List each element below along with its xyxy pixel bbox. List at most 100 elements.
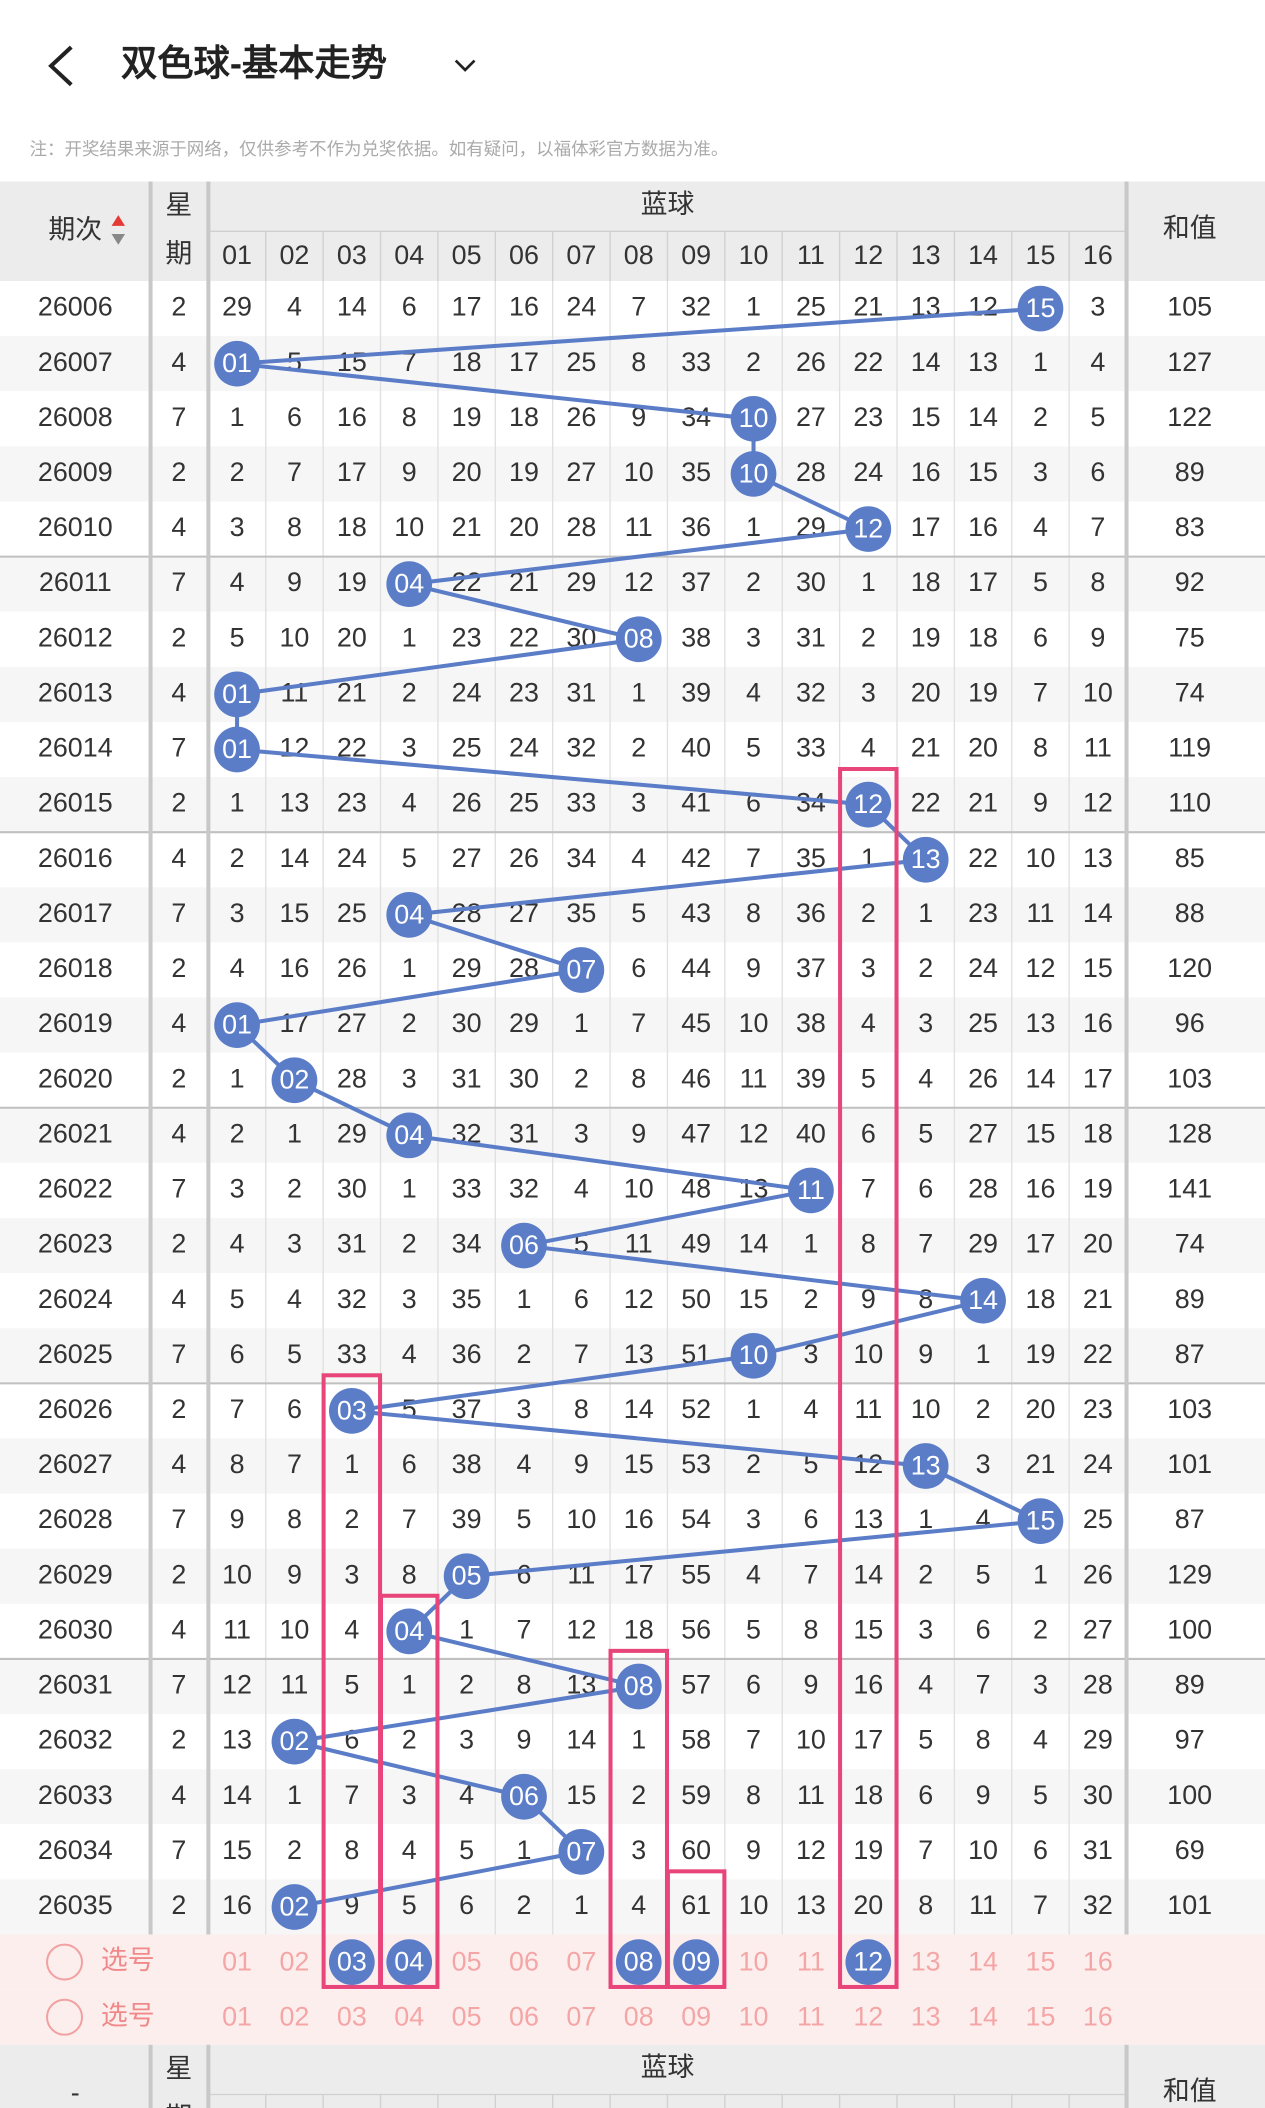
select-label[interactable]: 选号	[101, 2000, 155, 2030]
period-header[interactable]: -	[71, 2078, 80, 2108]
row-bg	[0, 1052, 1265, 1108]
miss-count: 31	[796, 622, 826, 652]
select-number[interactable]: 04	[394, 2002, 424, 2032]
period-header[interactable]: 期次	[48, 214, 102, 244]
miss-count: 29	[968, 1229, 998, 1259]
ball	[1017, 1498, 1064, 1545]
miss-count: 3	[1033, 457, 1048, 487]
weekday-header: 期	[165, 239, 192, 269]
page-title[interactable]: 双色球-基本走势	[121, 43, 387, 84]
period: 26008	[38, 402, 113, 432]
select-number[interactable]: 10	[739, 1947, 769, 1977]
select-number[interactable]: 10	[739, 2002, 769, 2032]
row-bg	[0, 1879, 1265, 1935]
select-number[interactable]: 12	[853, 2002, 883, 2032]
miss-count: 16	[624, 1504, 654, 1534]
miss-count: 20	[509, 512, 539, 542]
highlight-box	[665, 1869, 727, 1989]
select-number[interactable]: 08	[624, 2002, 654, 2032]
select-number[interactable]: 09	[681, 2002, 711, 2032]
ball	[845, 781, 892, 828]
miss-count: 26	[566, 402, 596, 432]
miss-count: 22	[509, 622, 539, 652]
select-number[interactable]: 07	[566, 1947, 596, 1977]
select-number[interactable]: 11	[797, 2002, 825, 2032]
ball	[615, 1663, 662, 1710]
select-number[interactable]: 16	[1083, 1947, 1113, 1977]
select-number[interactable]: 06	[509, 1947, 539, 1977]
miss-count: 2	[402, 1229, 417, 1259]
miss-count: 21	[452, 512, 482, 542]
select-number[interactable]: 02	[279, 2002, 309, 2032]
row-bg	[0, 721, 1265, 778]
miss-count: 8	[287, 1504, 302, 1534]
radio[interactable]	[46, 1998, 84, 2036]
select-number[interactable]: 12	[853, 1947, 883, 1977]
select-number[interactable]: 01	[222, 1947, 252, 1977]
sum-value: 120	[1167, 953, 1212, 983]
miss-count: 4	[746, 677, 761, 707]
miss-count: 10	[394, 512, 424, 542]
miss-count: 5	[1033, 1780, 1048, 1810]
miss-count: 4	[344, 1614, 359, 1644]
select-number[interactable]: 11	[797, 1947, 825, 1977]
miss-count: 4	[402, 1339, 417, 1369]
miss-count: 25	[566, 347, 596, 377]
select-number[interactable]: 08	[624, 1947, 654, 1977]
select-number[interactable]: 01	[222, 2002, 252, 2032]
select-number[interactable]: 13	[911, 2002, 941, 2032]
miss-count: 3	[230, 1174, 245, 1204]
select-number[interactable]: 09	[681, 1947, 711, 1977]
column-header: 05	[452, 2103, 482, 2108]
select-number[interactable]: 06	[509, 2002, 539, 2032]
select-number[interactable]: 02	[279, 1947, 309, 1977]
column-header: 12	[853, 2103, 883, 2108]
select-number[interactable]: 07	[566, 2002, 596, 2032]
miss-count: 4	[1090, 347, 1105, 377]
highlight-box	[838, 766, 899, 1989]
dropdown-icon[interactable]	[454, 59, 476, 72]
selected-ball[interactable]	[673, 1939, 719, 1985]
select-label[interactable]: 选号	[101, 1945, 155, 1975]
back-button[interactable]	[48, 45, 73, 87]
selected-ball[interactable]	[615, 1939, 662, 1985]
sum-value: 87	[1175, 1339, 1205, 1369]
weekday: 4	[171, 1008, 186, 1038]
disclaimer: 注：开奖结果来源于网络，仅供参考不作为兑奖依据。如有疑问，以福体彩官方数据为准。	[30, 139, 729, 159]
select-number[interactable]: 14	[968, 1947, 998, 1977]
select-number[interactable]: 05	[452, 1947, 482, 1977]
select-number[interactable]: 15	[1026, 1947, 1056, 1977]
selected-ball[interactable]	[845, 1939, 892, 1985]
miss-count: 10	[796, 1725, 826, 1755]
miss-count: 4	[861, 733, 876, 763]
miss-count: 38	[452, 1449, 482, 1479]
miss-count: 3	[746, 1504, 761, 1534]
select-number[interactable]: 03	[337, 2002, 367, 2032]
miss-count: 2	[746, 1449, 761, 1479]
miss-count: 35	[796, 843, 826, 873]
select-number[interactable]: 05	[452, 2002, 482, 2032]
sort-up[interactable]	[111, 215, 126, 226]
miss-count: 33	[452, 1174, 482, 1204]
miss-count: 7	[918, 1835, 933, 1865]
select-number[interactable]: 15	[1026, 2002, 1056, 2032]
miss-count: 1	[746, 1394, 761, 1424]
period: 26031	[38, 1670, 113, 1700]
period: 26033	[38, 1780, 113, 1810]
weekday: 4	[171, 843, 186, 873]
miss-count: 19	[509, 457, 539, 487]
selected-ball[interactable]	[328, 1939, 375, 1985]
select-number[interactable]: 04	[394, 1947, 424, 1977]
select-number[interactable]: 16	[1083, 2002, 1113, 2032]
miss-count: 3	[918, 1008, 933, 1038]
select-number[interactable]: 13	[911, 1947, 941, 1977]
miss-count: 14	[1026, 1063, 1056, 1093]
miss-count: 26	[509, 843, 539, 873]
miss-count: 9	[1033, 788, 1048, 818]
ball	[558, 947, 605, 993]
select-number[interactable]: 03	[337, 1947, 367, 1977]
selected-ball[interactable]	[386, 1939, 433, 1985]
sort-down[interactable]	[111, 233, 126, 245]
radio[interactable]	[46, 1943, 84, 1981]
select-number[interactable]: 14	[968, 2002, 998, 2032]
